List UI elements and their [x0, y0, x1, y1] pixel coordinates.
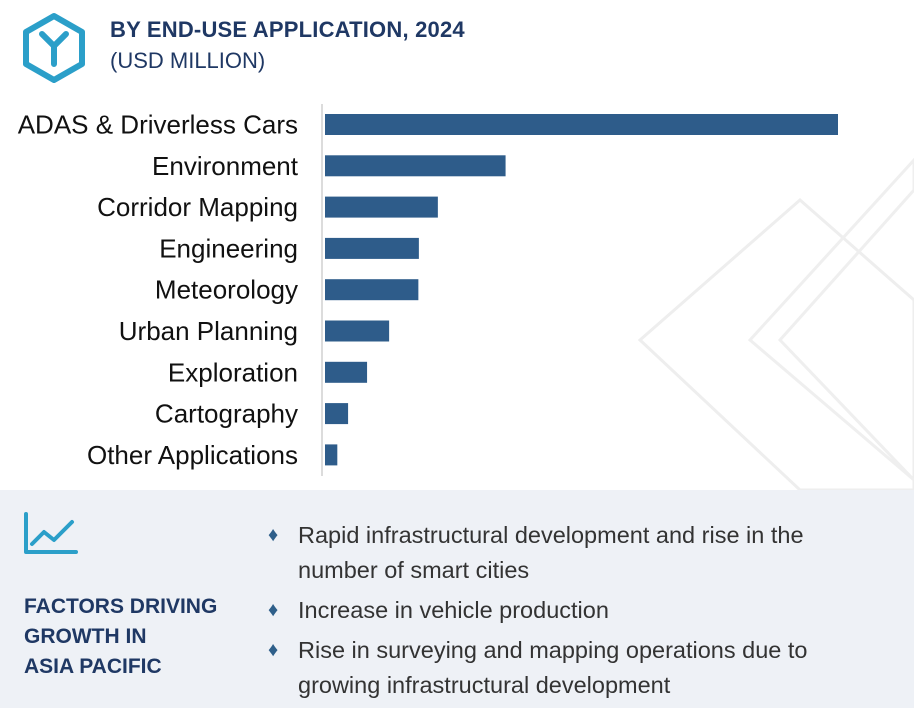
list-item: ♦ Rapid infrastructural development and … — [266, 518, 886, 588]
list-item-text: Rise in surveying and mapping operations… — [298, 637, 808, 698]
category-label: Exploration — [168, 357, 298, 387]
category-label: Corridor Mapping — [97, 192, 298, 222]
category-label: Cartography — [155, 399, 298, 429]
bar — [325, 114, 838, 135]
bar — [325, 196, 438, 218]
factors-title-line: FACTORS DRIVING — [24, 595, 218, 618]
factors-title-line: ASIA PACIFIC — [24, 655, 162, 678]
bar — [325, 155, 506, 177]
category-label: Meteorology — [155, 275, 298, 305]
factors-panel: FACTORS DRIVING GROWTH IN ASIA PACIFIC ♦… — [0, 490, 914, 708]
diamond-bullet-icon: ♦ — [268, 524, 279, 546]
factors-title: FACTORS DRIVING GROWTH IN ASIA PACIFIC — [24, 592, 244, 682]
category-label: Other Applications — [87, 440, 298, 470]
diamond-bullet-icon: ♦ — [268, 599, 279, 621]
list-item: ♦ Rise in surveying and mapping operatio… — [266, 633, 886, 703]
y-hexagon-logo-icon — [23, 13, 85, 83]
bar — [325, 444, 338, 466]
category-label: ADAS & Driverless Cars — [18, 110, 298, 140]
category-label: Environment — [152, 151, 299, 181]
list-item: ♦ Increase in vehicle production — [266, 593, 886, 628]
trend-line-icon — [24, 512, 78, 554]
diamond-bullet-icon: ♦ — [268, 639, 279, 661]
list-item-text: Rapid infrastructural development and ri… — [298, 522, 804, 583]
factors-list: ♦ Rapid infrastructural development and … — [266, 518, 886, 708]
bar — [325, 237, 419, 259]
bar — [325, 403, 349, 425]
chart-subtitle: (USD MILLION) — [110, 48, 266, 73]
bar — [325, 320, 390, 342]
bar-chart: ADAS & Driverless Cars Environment Corrido… — [18, 104, 838, 476]
bar — [325, 279, 419, 301]
header: BY END-USE APPLICATION, 2024 (USD MILLIO… — [0, 0, 914, 100]
list-item-text: Increase in vehicle production — [298, 597, 609, 623]
chart-title: BY END-USE APPLICATION, 2024 — [110, 17, 465, 42]
category-label: Engineering — [159, 233, 298, 263]
watermark-diamond-icon — [637, 157, 914, 490]
factors-title-line: GROWTH IN — [24, 625, 147, 648]
bar — [325, 361, 368, 383]
category-label: Urban Planning — [119, 316, 298, 346]
